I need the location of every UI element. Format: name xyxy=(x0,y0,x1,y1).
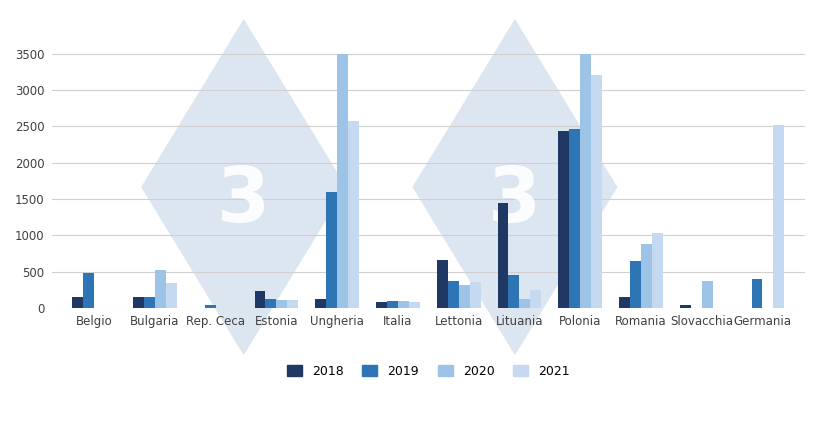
Bar xyxy=(469,282,480,308)
Bar xyxy=(83,273,94,308)
Bar xyxy=(640,244,651,308)
Polygon shape xyxy=(142,20,345,354)
Bar xyxy=(651,232,662,308)
Bar xyxy=(679,304,690,308)
Bar xyxy=(629,261,640,308)
Bar xyxy=(337,54,347,308)
Bar xyxy=(205,304,215,308)
Bar xyxy=(497,203,508,308)
Bar xyxy=(347,121,359,308)
Bar xyxy=(265,299,276,308)
Bar xyxy=(558,131,568,308)
Bar xyxy=(618,296,629,308)
Bar xyxy=(751,279,762,308)
Bar xyxy=(155,270,165,308)
Bar xyxy=(437,260,447,308)
Bar xyxy=(590,76,601,308)
Bar xyxy=(72,297,83,308)
Bar xyxy=(165,283,177,308)
Polygon shape xyxy=(413,20,616,354)
Bar xyxy=(314,299,326,308)
Bar xyxy=(447,281,458,308)
Bar xyxy=(376,302,387,308)
Bar xyxy=(144,296,155,308)
Text: 3: 3 xyxy=(488,164,541,237)
Bar xyxy=(772,125,784,308)
Bar xyxy=(326,192,337,308)
Bar xyxy=(530,290,541,308)
Bar xyxy=(458,285,469,308)
Bar xyxy=(276,300,287,308)
Bar xyxy=(254,291,265,308)
Text: 3: 3 xyxy=(217,164,270,237)
Bar xyxy=(287,300,298,308)
Bar xyxy=(397,301,409,308)
Bar xyxy=(508,275,518,308)
Legend: 2018, 2019, 2020, 2021: 2018, 2019, 2020, 2021 xyxy=(282,360,574,383)
Bar xyxy=(701,281,712,308)
Bar xyxy=(387,301,397,308)
Bar xyxy=(518,299,530,308)
Bar xyxy=(409,302,419,308)
Bar xyxy=(568,129,580,308)
Bar xyxy=(580,54,590,308)
Bar xyxy=(133,296,144,308)
